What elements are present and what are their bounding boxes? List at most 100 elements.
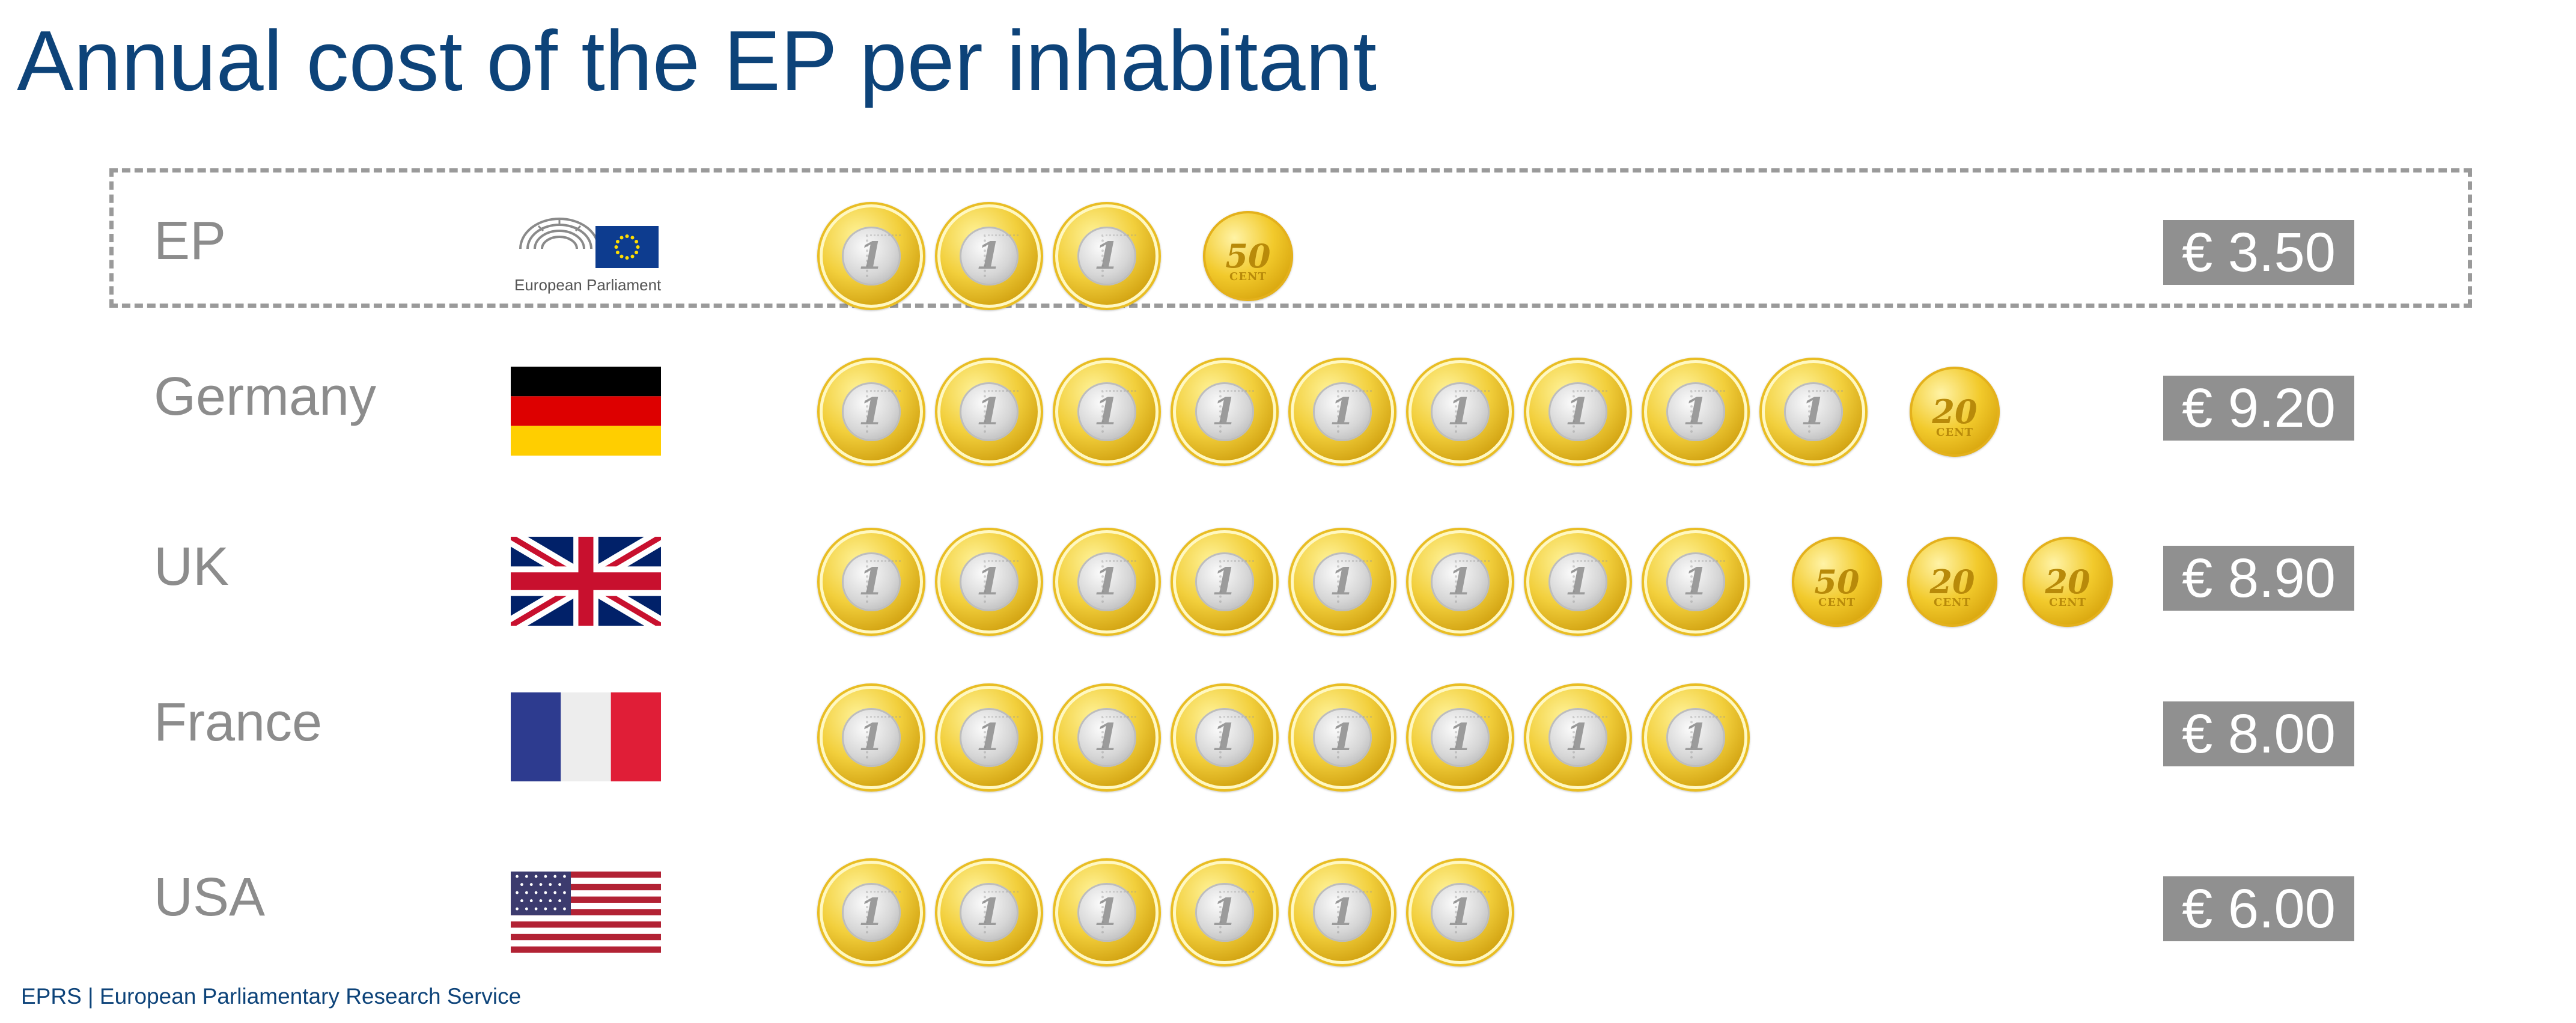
euro-coin-icon: 1	[817, 358, 925, 466]
euro-coin-value: 1	[842, 382, 901, 441]
euro-coin-value: 1	[960, 382, 1019, 441]
euro-coin-icon: 1	[1406, 358, 1514, 466]
euro-coin-icon: 1	[1406, 858, 1514, 967]
cent-coin-value: 50	[1814, 563, 1860, 601]
cent-coin-word: CENT	[2049, 596, 2086, 609]
euro-coin-value: 1	[960, 552, 1019, 611]
cent-coin-value: 20	[1932, 392, 1978, 431]
euro-coin-icon: 1	[1288, 858, 1396, 967]
euro-coin-icon: 1	[1524, 683, 1632, 792]
euro-coin-icon: 1	[1171, 683, 1279, 792]
euro-coin-value: 1	[960, 883, 1019, 942]
euro-coin-value: 1	[1077, 382, 1136, 441]
cent-coin-icon: 20 CENT	[1907, 537, 1997, 627]
row-label: EP	[154, 211, 227, 271]
euro-coin-value: 1	[842, 227, 901, 286]
euro-coin-value: 1	[1313, 552, 1372, 611]
euro-coin-icon: 1	[817, 858, 925, 967]
euro-coin-value: 1	[1077, 227, 1136, 286]
euro-coin-icon: 1	[1171, 858, 1279, 967]
cent-coin-icon: 50 CENT	[1792, 537, 1882, 627]
value-box: € 6.00	[2163, 876, 2354, 941]
cent-coin-value: 20	[2045, 563, 2090, 601]
germany-flag-icon	[511, 367, 661, 456]
euro-coin-icon: 1	[1759, 358, 1868, 466]
euro-coin-value: 1	[1666, 708, 1725, 767]
euro-coin-value: 1	[960, 227, 1019, 286]
euro-coin-value: 1	[1195, 708, 1254, 767]
value-box: € 8.90	[2163, 546, 2354, 611]
euro-coin-value: 1	[1195, 883, 1254, 942]
cent-coin-word: CENT	[1818, 596, 1856, 609]
cent-coin-icon: 20 CENT	[2023, 537, 2113, 627]
row-uk: UK € 8.90 1 1 1 1 1 1 1 1 50 CENT 20 CENT 20 CENT	[0, 510, 2576, 636]
value-label: € 3.50	[2182, 221, 2336, 283]
euro-coin-icon: 1	[1053, 528, 1161, 636]
euro-coin-icon: 1	[935, 202, 1043, 310]
euro-coin-value: 1	[1666, 552, 1725, 611]
value-label: € 8.90	[2182, 547, 2336, 609]
euro-coin-value: 1	[1431, 883, 1490, 942]
page-title: Annual cost of the EP per inhabitant	[17, 13, 1377, 109]
euro-coin-icon: 1	[935, 858, 1043, 967]
euro-coin-value: 1	[960, 708, 1019, 767]
euro-coin-icon: 1	[935, 683, 1043, 792]
value-box: € 3.50	[2163, 220, 2354, 285]
euro-coin-value: 1	[1313, 883, 1372, 942]
euro-coin-icon: 1	[1171, 528, 1279, 636]
row-label: Germany	[154, 367, 377, 427]
row-ep: EP Eur	[0, 184, 2576, 310]
cent-coin-icon: 50 CENT	[1203, 211, 1293, 301]
euro-coin-value: 1	[842, 708, 901, 767]
footer-credit: EPRS | European Parliamentary Research S…	[21, 984, 522, 1009]
row-label: France	[154, 692, 323, 753]
euro-coin-icon: 1	[1288, 683, 1396, 792]
euro-coin-icon: 1	[1406, 683, 1514, 792]
cent-coin-icon: 20 CENT	[1910, 367, 2000, 457]
euro-coin-icon: 1	[1642, 358, 1750, 466]
value-box: € 8.00	[2163, 701, 2354, 766]
euro-coin-icon: 1	[1288, 528, 1396, 636]
euro-coin-icon: 1	[1524, 358, 1632, 466]
european-parliament-logo: European Parliament	[514, 201, 665, 297]
euro-coin-value: 1	[842, 552, 901, 611]
ep-logo-text: European Parliament	[514, 276, 662, 294]
euro-coin-value: 1	[1548, 552, 1607, 611]
euro-coin-icon: 1	[935, 528, 1043, 636]
euro-coin-value: 1	[1077, 883, 1136, 942]
row-label: UK	[154, 537, 230, 597]
euro-coin-icon: 1	[1053, 683, 1161, 792]
euro-coin-value: 1	[1431, 382, 1490, 441]
euro-coin-icon: 1	[1642, 683, 1750, 792]
euro-coin-value: 1	[1431, 552, 1490, 611]
france-flag-icon	[511, 692, 661, 781]
euro-coin-icon: 1	[1524, 528, 1632, 636]
euro-coin-value: 1	[1195, 382, 1254, 441]
euro-coin-icon: 1	[1288, 358, 1396, 466]
euro-coin-value: 1	[1313, 708, 1372, 767]
euro-coin-icon: 1	[1171, 358, 1279, 466]
ep-highlight-box	[109, 168, 2472, 308]
euro-coin-icon: 1	[1406, 528, 1514, 636]
euro-coin-value: 1	[842, 883, 901, 942]
euro-coin-value: 1	[1784, 382, 1843, 441]
euro-coin-icon: 1	[817, 683, 925, 792]
euro-coin-icon: 1	[1642, 528, 1750, 636]
value-box: € 9.20	[2163, 376, 2354, 441]
euro-coin-icon: 1	[1053, 858, 1161, 967]
euro-coin-value: 1	[1195, 552, 1254, 611]
euro-coin-value: 1	[1431, 708, 1490, 767]
euro-coin-icon: 1	[935, 358, 1043, 466]
euro-coin-icon: 1	[1053, 358, 1161, 466]
euro-coin-icon: 1	[1053, 202, 1161, 310]
euro-coin-value: 1	[1548, 382, 1607, 441]
euro-coin-icon: 1	[817, 202, 925, 310]
euro-coin-value: 1	[1077, 708, 1136, 767]
cent-coin-value: 20	[1929, 563, 1975, 601]
euro-coin-value: 1	[1548, 708, 1607, 767]
uk-flag-icon	[511, 537, 661, 626]
eu-flag-icon	[595, 226, 659, 268]
value-label: € 6.00	[2182, 878, 2336, 939]
